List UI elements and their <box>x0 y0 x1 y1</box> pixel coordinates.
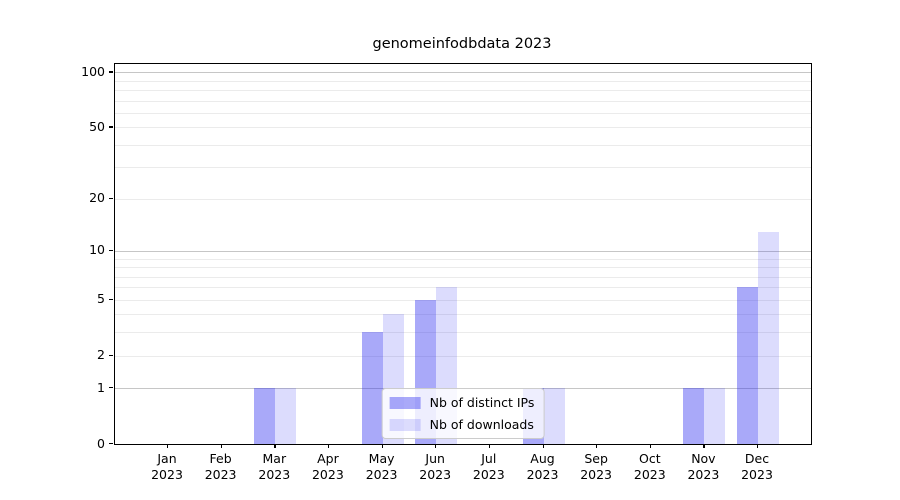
x-tick-jun <box>435 444 437 449</box>
gridline-9 <box>115 258 811 260</box>
x-tick-sep <box>596 444 598 449</box>
legend-label: Nb of distinct IPs <box>429 395 535 410</box>
gridline-10 <box>115 250 811 252</box>
bar-mar-downloads <box>275 388 297 444</box>
gridline-90 <box>115 80 811 82</box>
y-tick-0 <box>109 443 113 445</box>
x-tick-label-jan: Jan 2023 <box>151 451 183 482</box>
chart-title: genomeinfodbdata 2023 <box>372 36 552 52</box>
y-tick-label-20: 20 <box>89 190 105 206</box>
gridline-7 <box>115 276 811 278</box>
y-tick-2 <box>109 354 113 356</box>
x-tick-label-may: May 2023 <box>365 451 398 482</box>
gridline-100 <box>115 72 811 74</box>
bar-nov-distinct-ips <box>683 388 705 444</box>
y-tick-label-0: 0 <box>97 435 105 451</box>
x-tick-label-apr: Apr 2023 <box>311 451 344 482</box>
y-tick-label-10: 10 <box>89 242 105 258</box>
legend: Nb of distinct IPs Nb of downloads <box>381 388 545 439</box>
gridline-50 <box>115 127 811 129</box>
x-tick-aug <box>542 444 544 449</box>
x-tick-label-jul: Jul 2023 <box>472 451 505 482</box>
gridline-80 <box>115 90 811 92</box>
downloads-swatch <box>389 418 421 431</box>
y-tick-100 <box>109 71 113 73</box>
gridline-5 <box>115 299 811 301</box>
gridline-4 <box>115 314 811 316</box>
x-tick-mar <box>274 444 276 449</box>
y-tick-label-2: 2 <box>97 347 105 362</box>
gridline-60 <box>115 112 811 114</box>
x-tick-feb <box>220 444 222 449</box>
gridline-2 <box>115 355 811 357</box>
plot-area: Nb of distinct IPs Nb of downloads <box>114 63 812 445</box>
x-tick-label-feb: Feb 2023 <box>204 451 237 482</box>
y-tick-5 <box>109 298 113 300</box>
gridline-20 <box>115 198 811 200</box>
x-tick-label-aug: Aug 2023 <box>526 451 559 482</box>
gridline-40 <box>115 144 811 146</box>
x-tick-label-dec: Dec 2023 <box>741 451 773 482</box>
distinct-ips-swatch <box>389 396 421 409</box>
y-tick-10 <box>109 249 113 252</box>
bar-nov-downloads <box>704 388 726 444</box>
x-tick-oct <box>649 444 652 449</box>
x-tick-may <box>381 444 383 449</box>
x-tick-jan <box>167 444 169 449</box>
y-tick-label-50: 50 <box>89 118 105 134</box>
x-tick-dec <box>757 444 759 449</box>
x-tick-jul <box>488 444 491 449</box>
gridline-30 <box>115 167 811 169</box>
legend-label: Nb of downloads <box>429 417 534 432</box>
gridline-70 <box>115 100 811 102</box>
x-tick-label-sep: Sep 2023 <box>580 451 612 482</box>
legend-item-downloads: Nb of downloads <box>389 417 535 432</box>
bar-mar-distinct-ips <box>254 388 276 444</box>
y-tick-1 <box>109 387 113 389</box>
x-tick-apr <box>327 444 330 449</box>
x-tick-label-oct: Oct 2023 <box>633 451 666 482</box>
bar-dec-distinct-ips <box>737 287 758 444</box>
y-tick-label-1: 1 <box>97 379 105 395</box>
gridline-8 <box>115 267 811 268</box>
legend-item-distinct-ips: Nb of distinct IPs <box>389 395 535 410</box>
y-tick-50 <box>109 126 113 128</box>
x-tick-label-jun: Jun 2023 <box>419 451 452 482</box>
y-tick-label-5: 5 <box>97 291 105 307</box>
x-tick-nov <box>703 444 705 449</box>
x-tick-label-mar: Mar 2023 <box>258 451 291 482</box>
gridline-3 <box>115 332 811 334</box>
y-tick-20 <box>109 197 113 200</box>
y-tick-label-100: 100 <box>81 63 105 79</box>
gridline-6 <box>115 287 811 289</box>
bar-dec-downloads <box>758 231 779 444</box>
bar-may-distinct-ips <box>361 332 383 444</box>
bar-aug-downloads <box>543 388 565 444</box>
x-tick-label-nov: Nov 2023 <box>687 451 720 482</box>
